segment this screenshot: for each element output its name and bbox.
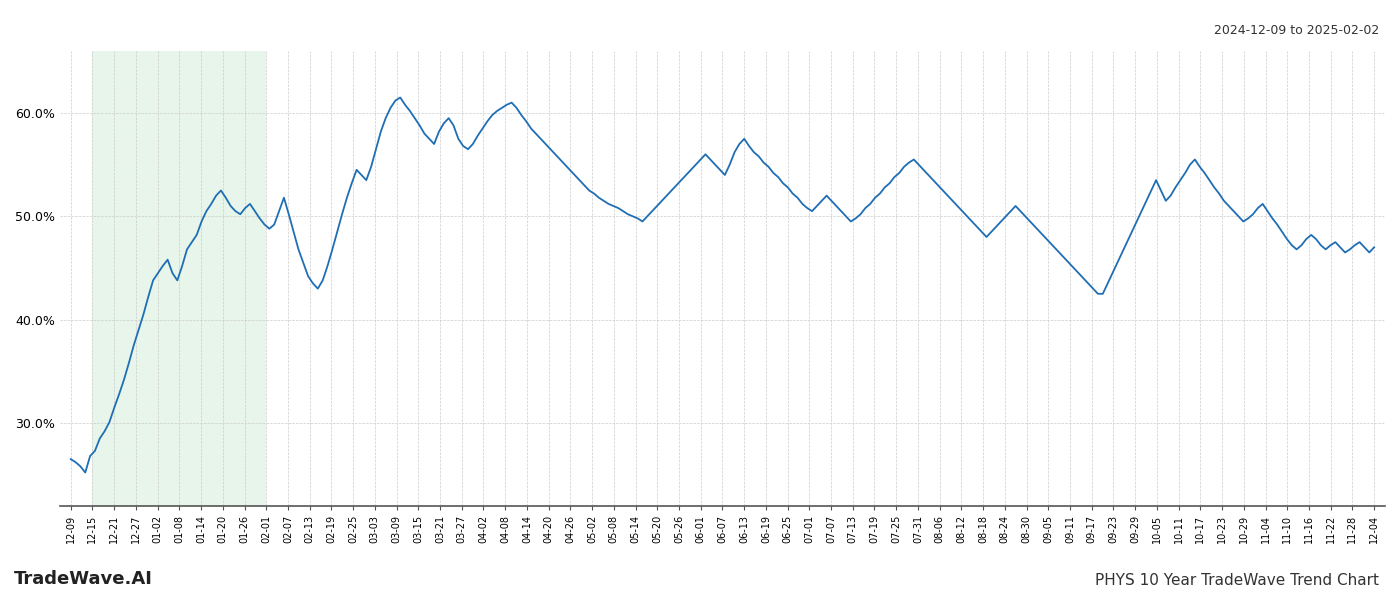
Text: TradeWave.AI: TradeWave.AI (14, 570, 153, 588)
Text: 2024-12-09 to 2025-02-02: 2024-12-09 to 2025-02-02 (1214, 24, 1379, 37)
Bar (92, 51, 266, 506)
Text: PHYS 10 Year TradeWave Trend Chart: PHYS 10 Year TradeWave Trend Chart (1095, 573, 1379, 588)
